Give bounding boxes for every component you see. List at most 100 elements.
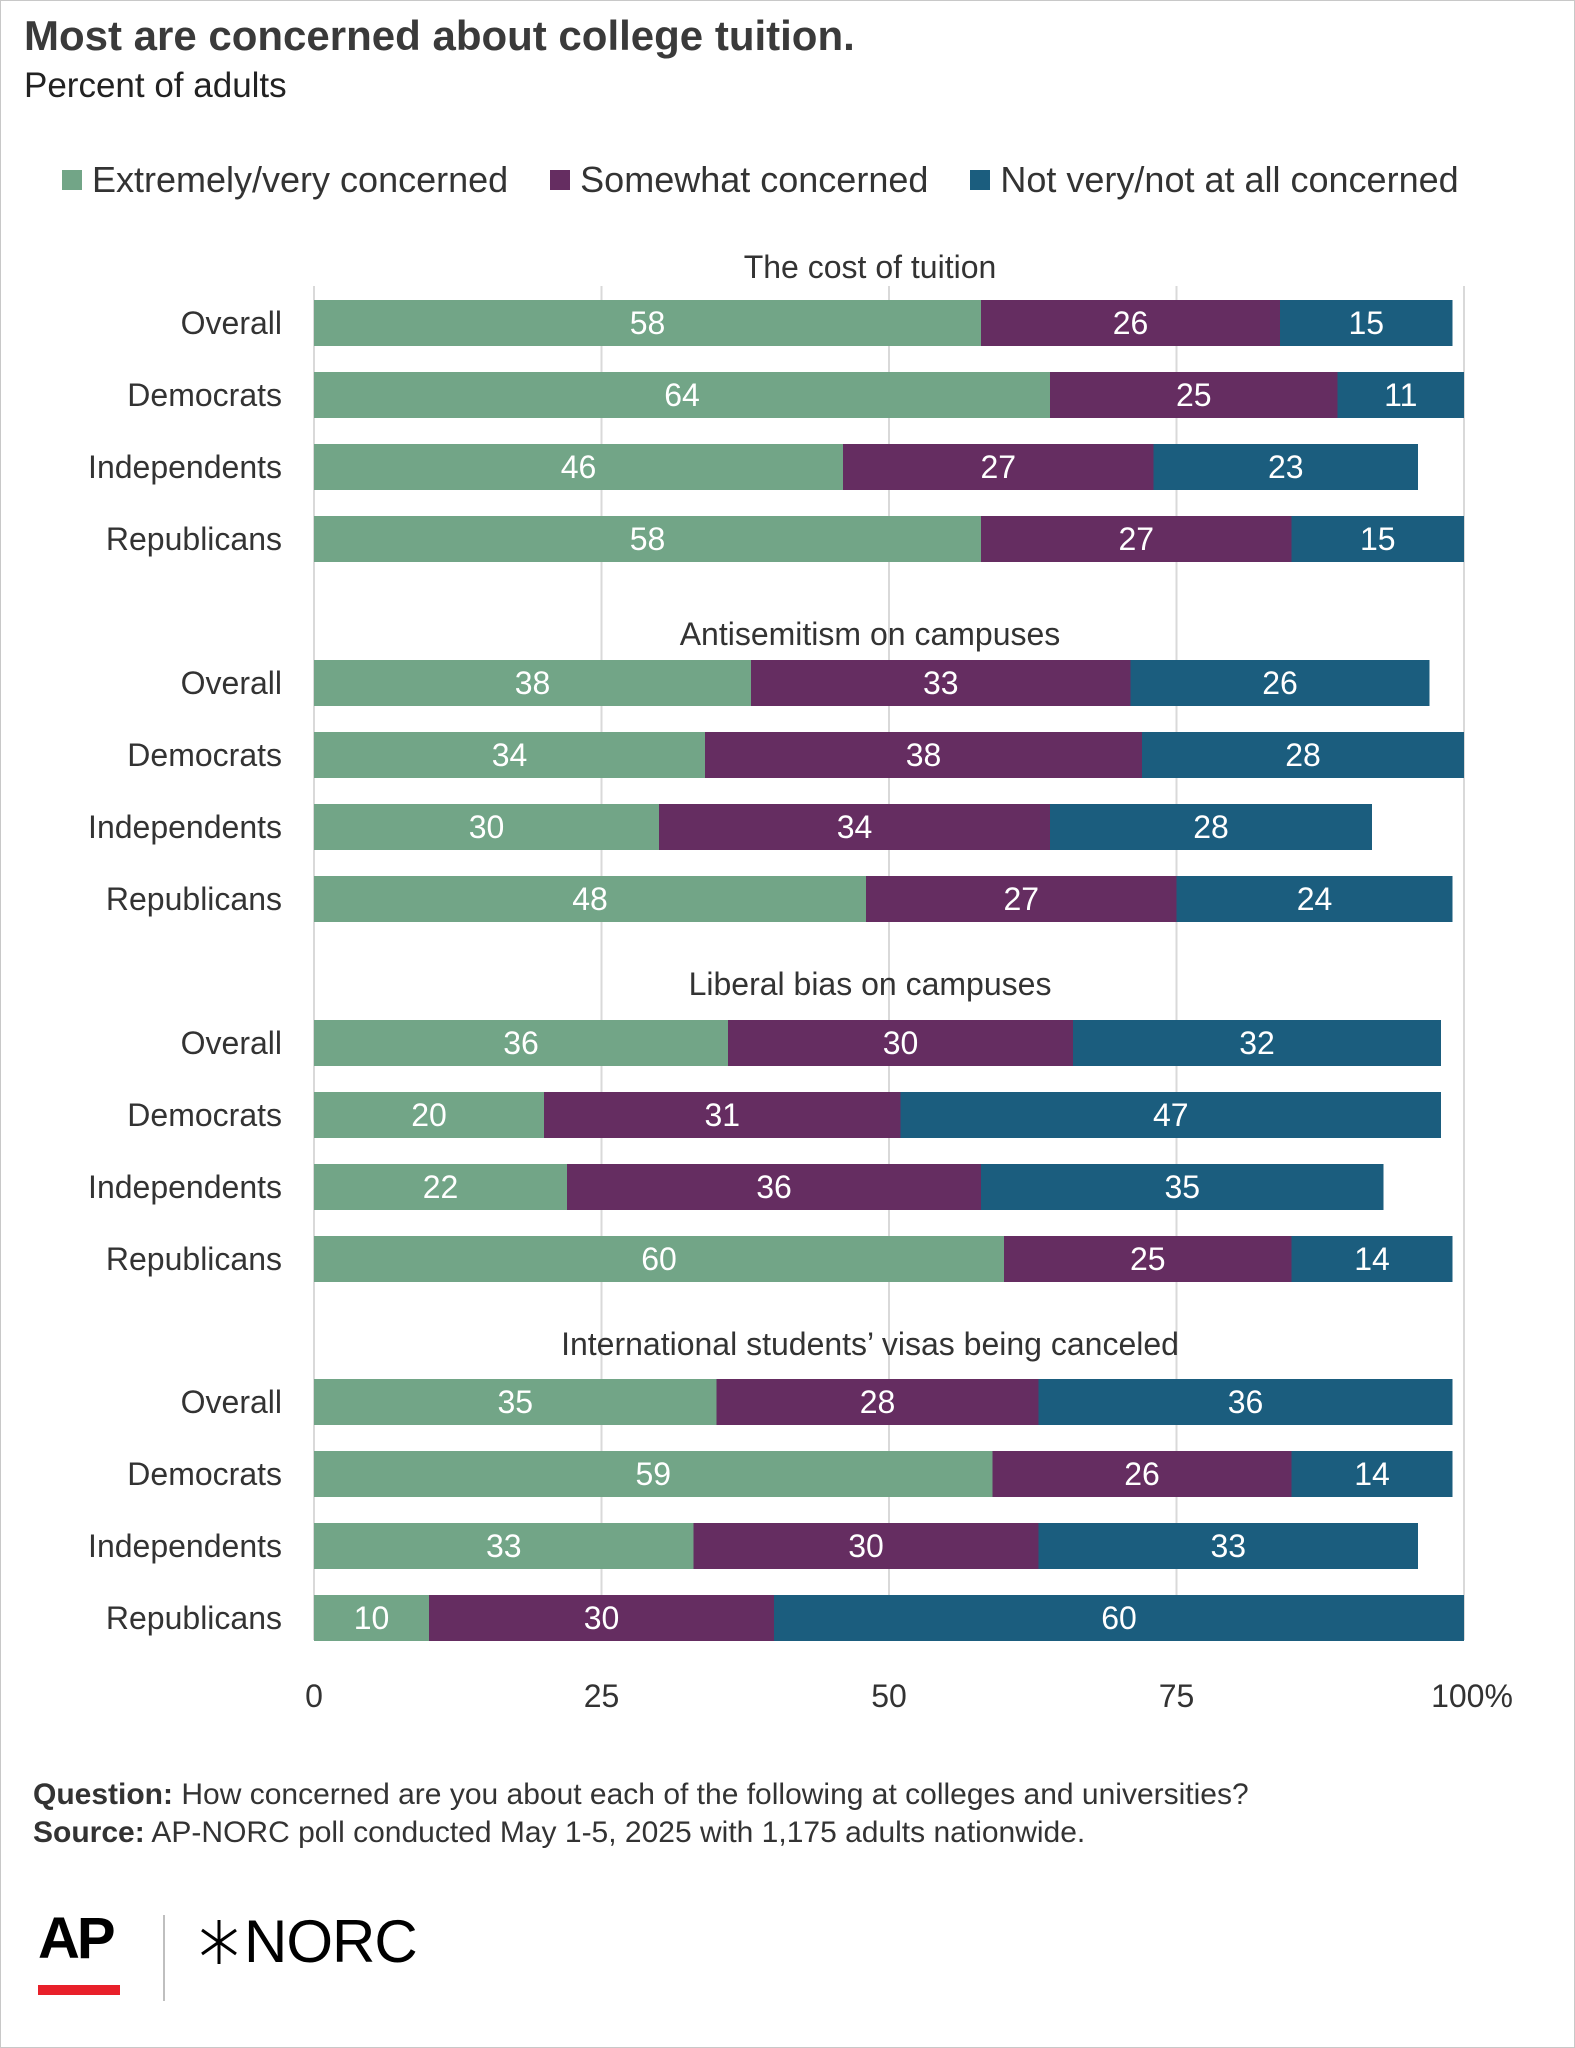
bar-segment xyxy=(843,444,1154,490)
bar-segment xyxy=(314,372,1050,418)
legend-label: Not very/not at all concerned xyxy=(1000,159,1459,200)
data-label: 35 xyxy=(1164,1169,1200,1205)
bar-segment xyxy=(429,1595,774,1641)
data-label: 58 xyxy=(630,305,666,341)
data-label: 25 xyxy=(1176,377,1212,413)
bar-segment xyxy=(314,1379,717,1425)
row-label: Republicans xyxy=(106,881,282,917)
data-label: 33 xyxy=(1210,1528,1246,1564)
bar-segment xyxy=(716,1379,1039,1425)
bar-segment xyxy=(1038,1523,1418,1569)
bar-segment xyxy=(1142,732,1464,778)
bar-segment xyxy=(693,1523,1039,1569)
row-label: Democrats xyxy=(127,1456,282,1492)
data-label: 48 xyxy=(572,881,608,917)
data-label: 34 xyxy=(492,737,528,773)
legend-swatch xyxy=(550,170,571,190)
bar-segment xyxy=(981,516,1292,562)
source-text: AP-NORC poll conducted May 1-5, 2025 wit… xyxy=(151,1816,1086,1849)
data-label: 10 xyxy=(354,1600,390,1636)
bar-segment xyxy=(659,804,1050,850)
bar-segment xyxy=(314,1020,728,1066)
bar-segment xyxy=(314,1595,429,1641)
legend-label: Extremely/very concerned xyxy=(92,159,509,200)
data-label: 31 xyxy=(704,1097,740,1133)
bar-segment xyxy=(314,1523,694,1569)
bar-segment xyxy=(314,804,659,850)
row-label: Overall xyxy=(181,665,282,701)
bar-segment xyxy=(992,1451,1292,1497)
x-tick-label: 25 xyxy=(584,1678,620,1714)
legend-item-extremely-very: Extremely/very concerned xyxy=(62,159,508,201)
bar-segment xyxy=(728,1020,1073,1066)
bar-segment xyxy=(1176,876,1453,922)
data-label: 35 xyxy=(497,1384,533,1420)
ap-logo: AP xyxy=(38,1906,116,1971)
data-label: 30 xyxy=(469,809,505,845)
bar-segment xyxy=(866,876,1177,922)
norc-logo: NORC xyxy=(198,1907,418,1976)
bar-segment xyxy=(314,1236,1004,1282)
legend-item-somewhat: Somewhat concerned xyxy=(550,159,928,201)
data-label: 27 xyxy=(980,449,1016,485)
bar-segment xyxy=(314,1092,544,1138)
data-label: 22 xyxy=(423,1169,459,1205)
row-label: Democrats xyxy=(127,1097,282,1133)
bar-segment xyxy=(705,732,1142,778)
data-label: 32 xyxy=(1239,1025,1275,1061)
bar-segment xyxy=(1050,804,1372,850)
bar-segment xyxy=(981,1164,1384,1210)
data-label: 30 xyxy=(584,1600,620,1636)
data-label: 28 xyxy=(1285,737,1321,773)
data-label: 26 xyxy=(1113,305,1149,341)
bar-segment xyxy=(314,1164,567,1210)
bar-segment xyxy=(314,732,705,778)
bar-segment xyxy=(1291,1451,1453,1497)
bar-segment xyxy=(1004,1236,1292,1282)
bar-segment xyxy=(314,300,981,346)
legend-label: Somewhat concerned xyxy=(580,159,929,200)
x-tick-label: 0 xyxy=(305,1678,323,1714)
bar-segment xyxy=(1073,1020,1441,1066)
row-label: Republicans xyxy=(106,1600,282,1636)
bar-segment xyxy=(314,1451,993,1497)
logo-divider xyxy=(163,1915,165,2001)
data-label: 27 xyxy=(1118,521,1154,557)
data-label: 20 xyxy=(411,1097,447,1133)
bar-segment xyxy=(1337,372,1464,418)
data-label: 23 xyxy=(1268,449,1304,485)
bar-segment xyxy=(1050,372,1338,418)
legend-swatch xyxy=(970,170,991,190)
bar-segment xyxy=(900,1092,1441,1138)
logos: AP NORC xyxy=(38,1905,458,2025)
bar-segment xyxy=(314,516,981,562)
row-label: Overall xyxy=(181,1025,282,1061)
data-label: 15 xyxy=(1360,521,1396,557)
x-tick-label: 75 xyxy=(1159,1678,1195,1714)
question-text: How concerned are you about each of the … xyxy=(181,1778,1249,1811)
stacked-bar-chart: The cost of tuition Overall 58 26 15 Democrat… xyxy=(88,249,1513,1714)
legend-swatch xyxy=(62,170,82,190)
row-label: Republicans xyxy=(106,521,282,557)
chart-subtitle: Percent of adults xyxy=(24,66,287,105)
question-note: Question: How concerned are you about ea… xyxy=(33,1776,1249,1814)
row-label: Democrats xyxy=(127,737,282,773)
source-note: Source: AP-NORC poll conducted May 1-5, … xyxy=(33,1814,1249,1852)
row-label: Independents xyxy=(88,449,282,485)
bar-segment xyxy=(981,300,1280,346)
data-label: 64 xyxy=(664,377,700,413)
data-label: 38 xyxy=(906,737,942,773)
legend: Extremely/very concerned Somewhat concer… xyxy=(62,158,1501,202)
data-label: 33 xyxy=(923,665,959,701)
bar-segment xyxy=(751,660,1131,706)
source-label: Source: xyxy=(33,1816,145,1849)
bar-segment xyxy=(314,444,843,490)
bar-segment xyxy=(1130,660,1430,706)
row-label: Independents xyxy=(88,1528,282,1564)
bar-segment xyxy=(544,1092,901,1138)
data-label: 28 xyxy=(860,1384,896,1420)
data-label: 24 xyxy=(1297,881,1333,917)
panel-title: Antisemitism on campuses xyxy=(680,616,1061,652)
chart-title: Most are concerned about college tuition… xyxy=(24,12,855,59)
data-label: 60 xyxy=(1101,1600,1137,1636)
